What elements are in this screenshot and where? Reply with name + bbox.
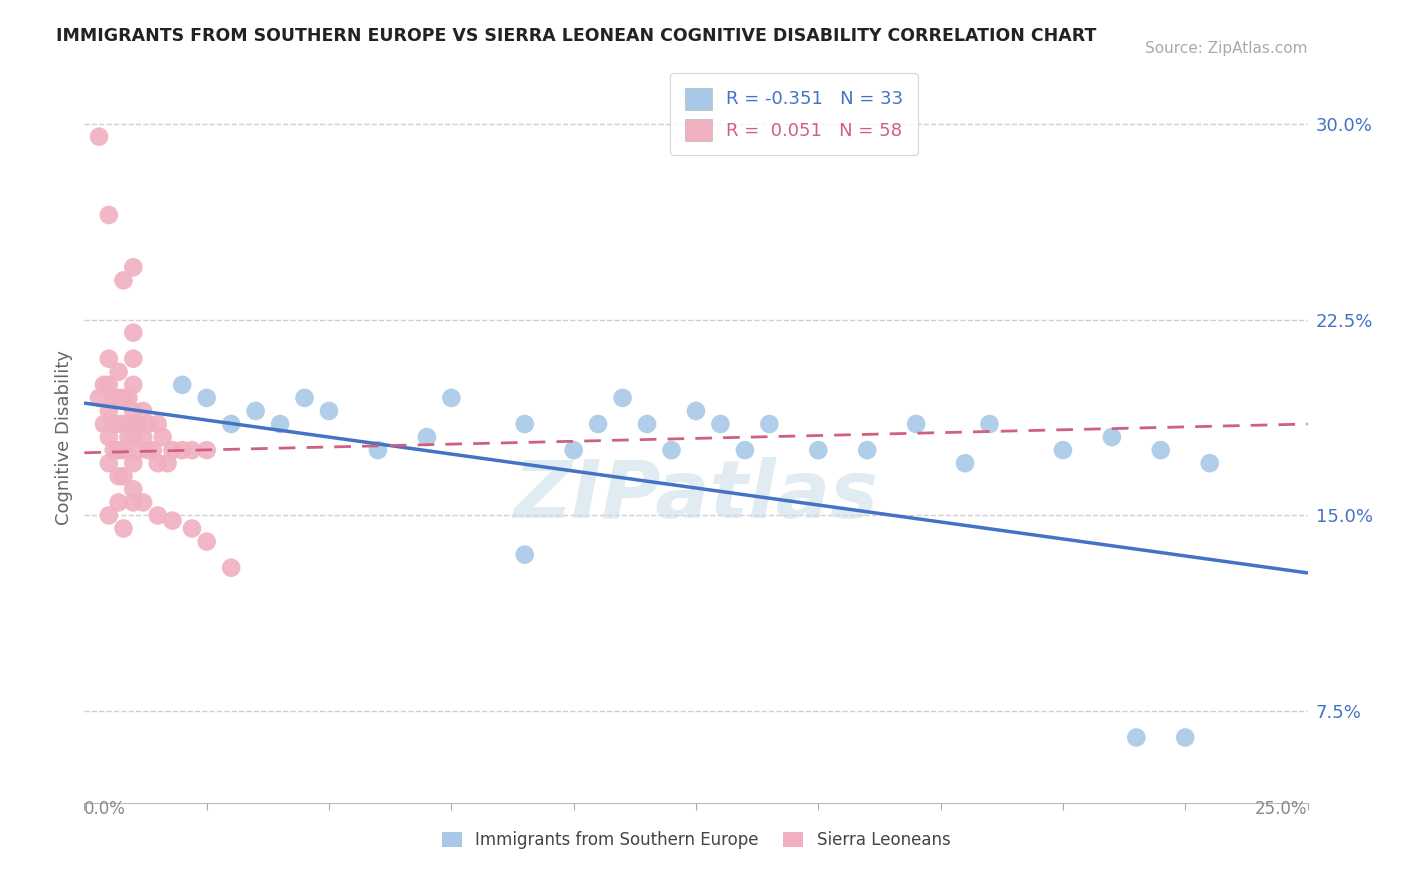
Point [513, 417, 536, 431]
Text: 0.0%: 0.0% [84, 800, 127, 818]
Point [146, 417, 169, 431]
Y-axis label: Cognitive Disability: Cognitive Disability [55, 350, 73, 524]
Point [97, 351, 120, 366]
Point [122, 377, 145, 392]
Point [152, 430, 174, 444]
Point [245, 404, 267, 418]
Point [172, 443, 194, 458]
Point [93, 417, 115, 431]
Point [122, 430, 145, 444]
Point [112, 443, 135, 458]
Point [734, 443, 756, 458]
Point [97, 208, 120, 222]
Point [1174, 731, 1197, 745]
Point [513, 548, 536, 562]
Point [685, 404, 707, 418]
Point [1125, 731, 1147, 745]
Point [103, 443, 125, 458]
Point [97, 430, 120, 444]
Point [562, 443, 585, 458]
Point [122, 260, 145, 275]
Point [112, 417, 135, 431]
Point [127, 443, 149, 458]
Point [97, 508, 120, 523]
Point [122, 326, 145, 340]
Point [1052, 443, 1074, 458]
Point [112, 469, 135, 483]
Point [269, 417, 291, 431]
Text: IMMIGRANTS FROM SOUTHERN EUROPE VS SIERRA LEONEAN COGNITIVE DISABILITY CORRELATI: IMMIGRANTS FROM SOUTHERN EUROPE VS SIERR… [56, 27, 1097, 45]
Point [195, 391, 218, 405]
Text: Source: ZipAtlas.com: Source: ZipAtlas.com [1144, 41, 1308, 56]
Text: ZIPatlas: ZIPatlas [513, 457, 879, 534]
Point [122, 417, 145, 431]
Text: 25.0%: 25.0% [1256, 800, 1308, 818]
Point [219, 417, 242, 431]
Point [440, 391, 463, 405]
Point [162, 443, 184, 458]
Point [219, 560, 242, 574]
Point [136, 417, 159, 431]
Point [122, 456, 145, 470]
Point [856, 443, 879, 458]
Point [709, 417, 731, 431]
Point [162, 514, 184, 528]
Point [97, 377, 120, 392]
Point [195, 443, 218, 458]
Point [586, 417, 609, 431]
Point [181, 443, 204, 458]
Point [1198, 456, 1220, 470]
Point [979, 417, 1001, 431]
Point [318, 404, 340, 418]
Point [136, 443, 159, 458]
Legend: Immigrants from Southern Europe, Sierra Leoneans: Immigrants from Southern Europe, Sierra … [441, 831, 950, 849]
Point [87, 129, 110, 144]
Point [117, 430, 139, 444]
Point [122, 404, 145, 418]
Point [122, 351, 145, 366]
Point [112, 391, 135, 405]
Point [127, 417, 149, 431]
Point [132, 495, 155, 509]
Point [112, 521, 135, 535]
Point [636, 417, 658, 431]
Point [132, 430, 155, 444]
Point [107, 391, 129, 405]
Point [87, 391, 110, 405]
Point [367, 443, 389, 458]
Point [107, 365, 129, 379]
Point [107, 495, 129, 509]
Point [905, 417, 928, 431]
Point [1101, 430, 1123, 444]
Point [97, 456, 120, 470]
Point [97, 404, 120, 418]
Point [107, 417, 129, 431]
Point [103, 417, 125, 431]
Point [195, 534, 218, 549]
Point [103, 391, 125, 405]
Point [93, 377, 115, 392]
Point [122, 495, 145, 509]
Point [142, 443, 165, 458]
Point [1150, 443, 1173, 458]
Point [117, 391, 139, 405]
Point [758, 417, 780, 431]
Point [807, 443, 830, 458]
Point [107, 469, 129, 483]
Point [294, 391, 316, 405]
Point [112, 273, 135, 287]
Point [181, 521, 204, 535]
Point [172, 377, 194, 392]
Point [132, 404, 155, 418]
Point [416, 430, 439, 444]
Point [661, 443, 683, 458]
Point [107, 443, 129, 458]
Point [122, 483, 145, 497]
Point [953, 456, 976, 470]
Point [156, 456, 179, 470]
Point [612, 391, 634, 405]
Point [146, 508, 169, 523]
Point [146, 456, 169, 470]
